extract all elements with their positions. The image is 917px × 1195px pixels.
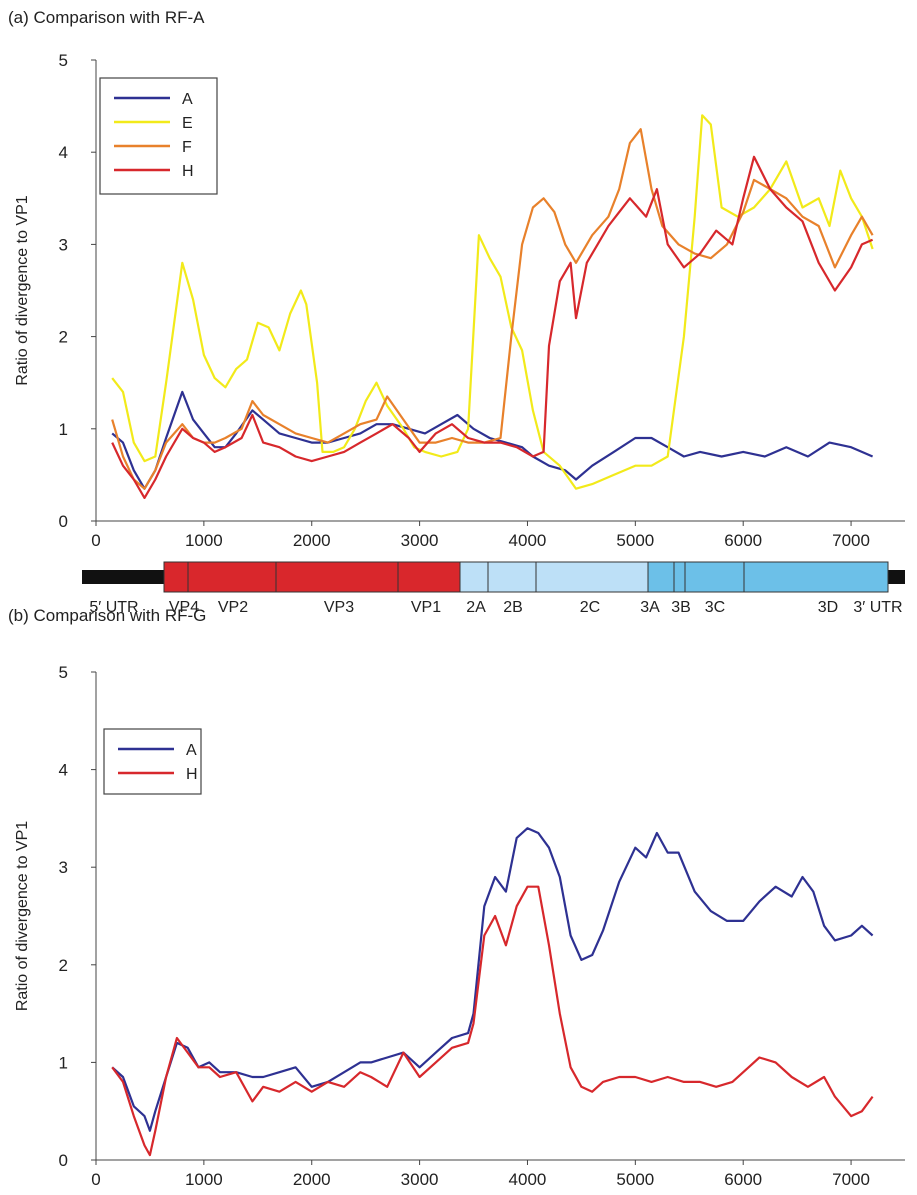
legend-label-a-A: A [182, 91, 193, 108]
x-tick-label-b: 3000 [401, 1170, 439, 1189]
genome-label: VP2 [218, 599, 248, 616]
genome-label: VP4 [169, 599, 199, 616]
y-tick-label-a: 5 [59, 51, 68, 70]
genome-label: 2A [466, 599, 486, 616]
legend-label-a-E: E [182, 115, 193, 132]
series-line-b-H [111, 885, 874, 1157]
genome-p1-block [163, 561, 461, 593]
x-tick-label-a: 2000 [293, 531, 331, 550]
series-line-a-E [111, 114, 874, 490]
x-tick-label-a: 6000 [724, 531, 762, 550]
genome-label: 2B [503, 599, 523, 616]
legend-box-b [103, 728, 202, 795]
x-tick-label-b: 1000 [185, 1170, 223, 1189]
series-line-a-A [111, 390, 874, 490]
y-tick-label-b: 3 [59, 858, 68, 877]
genome-label: 3A [640, 599, 660, 616]
genome-label: VP1 [411, 599, 441, 616]
genome-label: VP3 [324, 599, 354, 616]
legend-label-a-H: H [182, 163, 194, 180]
x-tick-label-b: 0 [91, 1170, 100, 1189]
x-tick-label-a: 4000 [509, 531, 547, 550]
x-tick-label-b: 4000 [509, 1170, 547, 1189]
legend-box-a [99, 77, 218, 195]
y-tick-label-b: 4 [59, 761, 68, 780]
legend-label-b-H: H [186, 766, 198, 783]
x-tick-label-a: 7000 [832, 531, 870, 550]
genome-label: 3D [818, 599, 838, 616]
y-axis-title-a: Ratio of divergence to VP1 [14, 195, 31, 385]
genome-p3-block [647, 561, 889, 593]
x-tick-label-b: 5000 [616, 1170, 654, 1189]
genome-label: 3′ UTR [853, 599, 902, 616]
series-line-a-F [111, 128, 874, 490]
series-line-a-H [111, 155, 874, 499]
y-tick-label-b: 5 [59, 663, 68, 682]
y-tick-label-a: 1 [59, 420, 68, 439]
panel-a-title: (a) Comparison with RF-A [8, 8, 205, 27]
genome-label: 5′ UTR [89, 599, 138, 616]
genome-label: 3B [671, 599, 691, 616]
genome-label: 3C [705, 599, 725, 616]
genome-3utr-bar [888, 570, 905, 584]
y-tick-label-a: 2 [59, 328, 68, 347]
x-tick-label-a: 0 [91, 531, 100, 550]
y-tick-label-b: 2 [59, 956, 68, 975]
x-tick-label-b: 2000 [293, 1170, 331, 1189]
x-tick-label-a: 3000 [401, 531, 439, 550]
x-tick-label-b: 6000 [724, 1170, 762, 1189]
y-axis-title-b: Ratio of divergence to VP1 [14, 821, 31, 1011]
y-tick-label-b: 1 [59, 1053, 68, 1072]
x-tick-label-a: 1000 [185, 531, 223, 550]
genome-5utr-bar [82, 570, 164, 584]
genome-label: 2C [580, 599, 600, 616]
y-tick-label-b: 0 [59, 1151, 68, 1170]
x-tick-label-b: 7000 [832, 1170, 870, 1189]
legend-label-b-A: A [186, 742, 197, 759]
y-tick-label-a: 3 [59, 235, 68, 254]
series-line-b-A [111, 827, 874, 1132]
panel-b-title: (b) Comparison with RF-G [8, 606, 207, 625]
y-tick-label-a: 0 [59, 512, 68, 531]
legend-label-a-F: F [182, 139, 192, 156]
y-tick-label-a: 4 [59, 143, 68, 162]
x-tick-label-a: 5000 [616, 531, 654, 550]
